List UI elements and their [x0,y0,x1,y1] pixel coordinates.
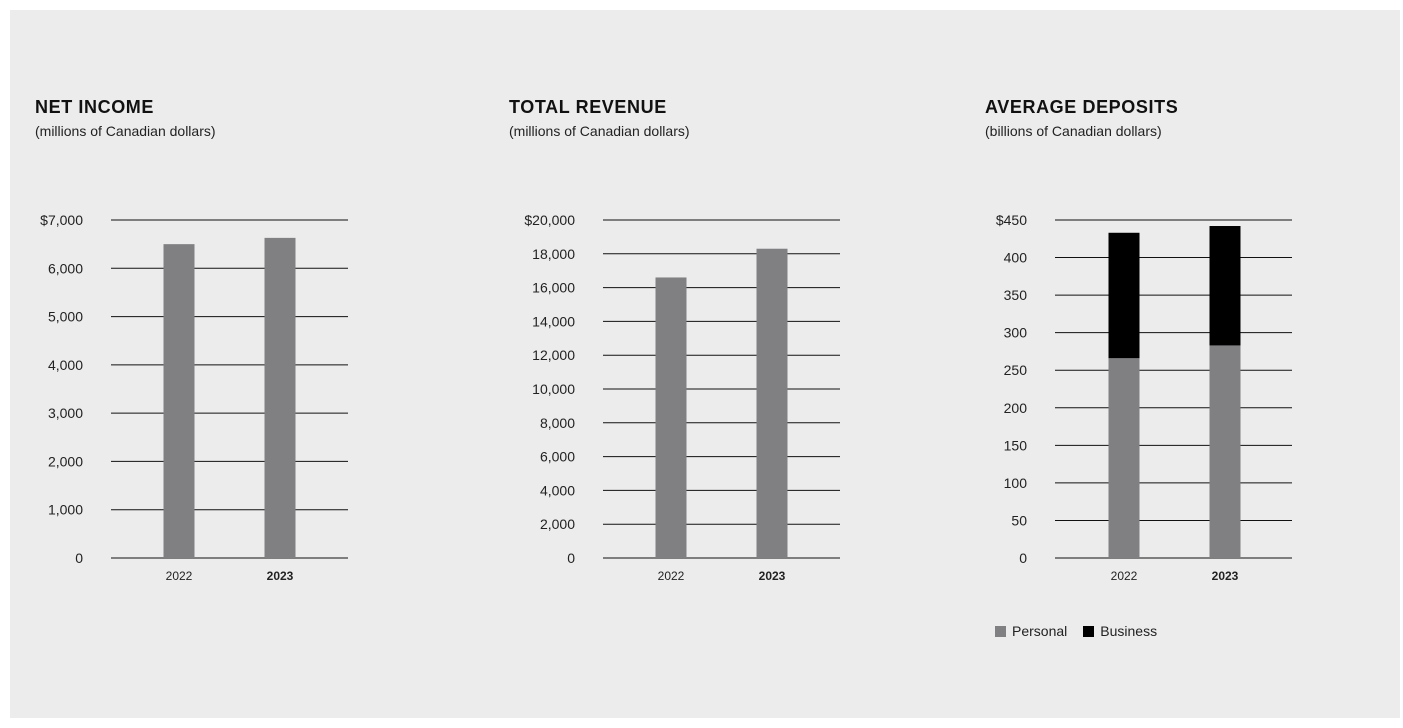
x-tick-label: 2023 [267,569,294,583]
y-tick-label: 10,000 [532,381,575,397]
y-tick-label: 12,000 [532,347,575,363]
total-revenue-plot: 0 2,000 4,000 6,000 8,000 10,000 12,000 14,000 1… [524,212,840,583]
y-tick-label: 2,000 [48,453,83,469]
y-tick-label: 6,000 [48,260,83,276]
y-tick-label: 18,000 [532,246,575,262]
bar-2023 [264,237,296,558]
personal-swatch [995,625,1006,637]
y-tick-label: 14,000 [532,313,575,329]
chart-title: AVERAGE DEPOSITS [985,97,1179,117]
y-tick-label: 150 [1004,437,1028,453]
y-tick-label: 1,000 [48,502,83,518]
net-income-chart: NET INCOME (millions of Canadian dollars… [10,10,470,718]
y-tick-label: 0 [1019,550,1027,566]
y-tick-label: 250 [1004,362,1028,378]
x-tick-label: 2023 [759,569,786,583]
x-tick-label: 2022 [1111,569,1138,583]
y-tick-label: 50 [1011,512,1027,528]
y-tick-label: 4,000 [48,357,83,373]
y-tick-label: 300 [1004,325,1028,341]
x-tick-label: 2023 [1212,569,1239,583]
bar-business-2022 [1108,232,1140,359]
x-tick-label: 2022 [166,569,193,583]
y-tick-label: 5,000 [48,309,83,325]
total-revenue-chart: TOTAL REVENUE (millions of Canadian doll… [484,10,944,718]
y-tick-label: $20,000 [524,212,575,228]
bar-business-2023 [1209,226,1241,346]
y-tick-label: 100 [1004,475,1028,491]
y-tick-label: 0 [75,550,83,566]
average-deposits-chart: AVERAGE DEPOSITS (billions of Canadian d… [960,10,1400,718]
chart-subtitle: (millions of Canadian dollars) [35,123,216,139]
chart-subtitle: (millions of Canadian dollars) [509,123,690,139]
y-tick-label: 3,000 [48,405,83,421]
business-swatch [1083,625,1095,637]
y-tick-label: 200 [1004,400,1028,416]
legend-label-business: Business [1100,623,1158,639]
bar-personal-2022 [1108,358,1140,558]
y-tick-label: 0 [567,550,575,566]
bar-2022 [655,277,687,558]
chart-subtitle: (billions of Canadian dollars) [985,123,1162,139]
average-deposits-plot: 0 50 100 150 200 250 300 350 400 $450 2022 2023 [996,212,1292,583]
deposits-legend: Personal Business [995,623,1173,639]
net-income-plot: 0 1,000 2,000 3,000 4,000 5,000 6,000 $7,000 202… [40,212,348,583]
legend-item-business: Business [1083,623,1157,639]
legend-label-personal: Personal [1012,623,1068,639]
y-tick-label: $450 [996,212,1027,228]
bar-2022 [163,244,195,558]
y-tick-label: 8,000 [540,415,575,431]
x-tick-label: 2022 [658,569,685,583]
y-tick-label: 350 [1004,287,1028,303]
y-tick-label: 4,000 [540,482,575,498]
bar-2023 [756,248,788,559]
y-tick-label: 400 [1004,250,1028,266]
y-tick-label: 6,000 [540,449,575,465]
y-tick-label: 16,000 [532,280,575,296]
y-tick-label: $7,000 [40,212,83,228]
y-tick-label: 2,000 [540,516,575,532]
bar-personal-2023 [1209,345,1241,558]
dashboard-panel: NET INCOME (millions of Canadian dollars… [10,10,1400,718]
chart-title: NET INCOME [35,97,155,117]
legend-item-personal: Personal [995,623,1067,639]
chart-title: TOTAL REVENUE [509,97,667,117]
